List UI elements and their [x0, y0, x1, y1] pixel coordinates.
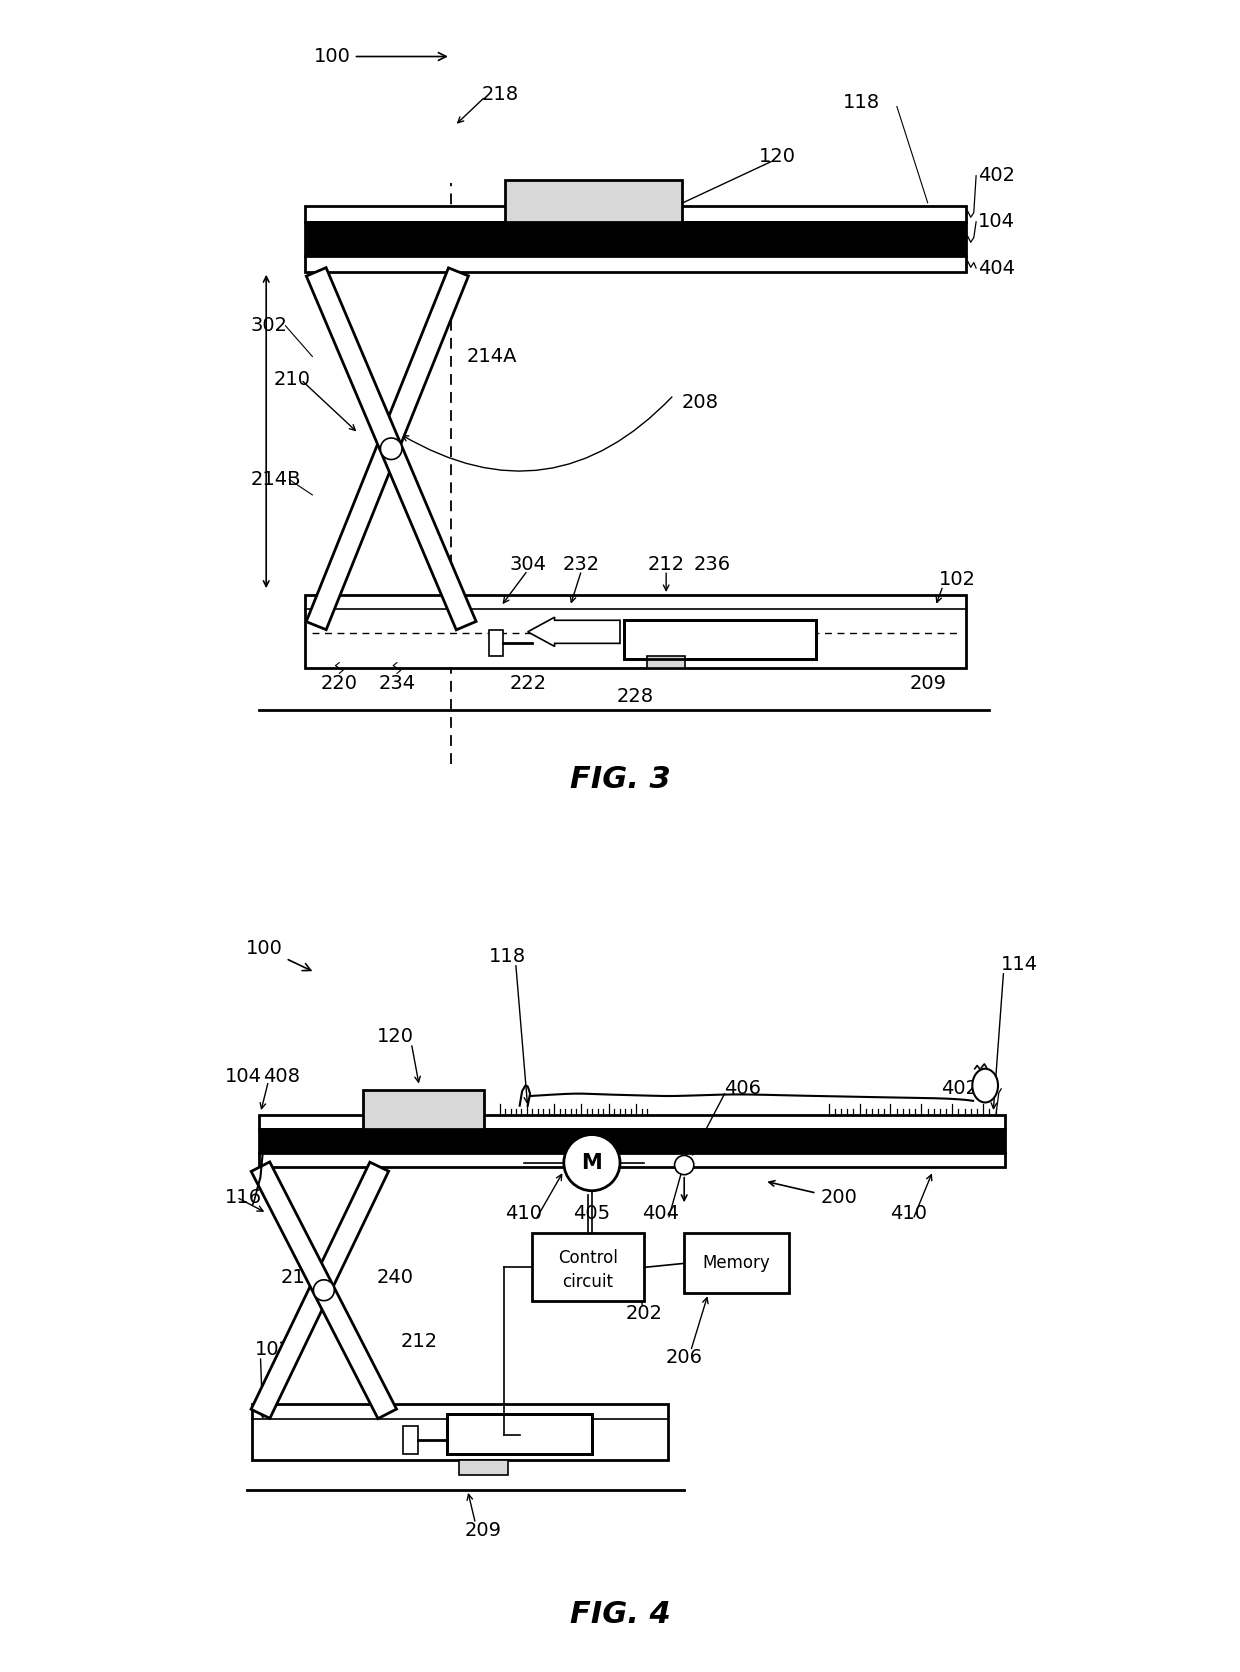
Bar — [259, 1129, 1006, 1154]
Text: 104: 104 — [226, 1067, 262, 1087]
Text: 234: 234 — [378, 674, 415, 692]
Text: 210: 210 — [274, 370, 311, 390]
Bar — [532, 1234, 644, 1301]
Circle shape — [564, 1135, 620, 1190]
Text: 406: 406 — [724, 1080, 761, 1099]
Text: 410: 410 — [505, 1204, 542, 1222]
Text: 214A: 214A — [466, 348, 517, 366]
Text: 212: 212 — [401, 1333, 438, 1351]
Bar — [305, 207, 966, 222]
Text: 209: 209 — [909, 674, 946, 692]
Text: 210: 210 — [280, 1267, 317, 1287]
Bar — [625, 622, 815, 657]
Text: Memory: Memory — [703, 1254, 770, 1272]
Text: 218: 218 — [481, 85, 518, 104]
Text: 236: 236 — [693, 555, 730, 573]
Bar — [448, 1415, 591, 1455]
Circle shape — [381, 438, 402, 460]
Bar — [363, 1090, 484, 1129]
Text: 220: 220 — [321, 674, 358, 692]
Bar — [305, 595, 966, 667]
Bar — [624, 620, 816, 659]
Bar — [460, 1460, 507, 1475]
Text: 240: 240 — [377, 1267, 414, 1287]
Text: 222: 222 — [510, 674, 547, 692]
Text: M: M — [582, 1152, 603, 1172]
Text: 404: 404 — [977, 259, 1014, 278]
Text: 100: 100 — [246, 940, 311, 971]
Polygon shape — [250, 1162, 388, 1418]
Text: 116: 116 — [226, 1187, 263, 1207]
Bar — [624, 620, 816, 659]
Text: 232: 232 — [563, 555, 600, 573]
Polygon shape — [306, 268, 476, 630]
Text: 100: 100 — [314, 47, 446, 65]
Text: 200: 200 — [821, 1187, 858, 1207]
Ellipse shape — [972, 1068, 998, 1102]
Text: 102: 102 — [255, 1341, 291, 1359]
Bar — [253, 1404, 668, 1460]
Bar — [259, 1154, 1006, 1167]
Bar — [305, 222, 966, 256]
Text: 206: 206 — [666, 1348, 703, 1368]
Bar — [448, 1415, 591, 1455]
Text: FIG. 4: FIG. 4 — [569, 1600, 671, 1629]
Text: 120: 120 — [759, 147, 795, 166]
Text: 304: 304 — [510, 555, 546, 573]
Text: circuit: circuit — [563, 1272, 614, 1291]
Text: 402: 402 — [941, 1080, 978, 1099]
Circle shape — [675, 1155, 694, 1175]
Text: 302: 302 — [250, 316, 288, 334]
Text: 402: 402 — [977, 166, 1014, 186]
Bar — [305, 256, 966, 273]
Text: 410: 410 — [890, 1204, 928, 1222]
Text: 104: 104 — [977, 212, 1014, 231]
Bar — [403, 1426, 418, 1455]
Bar — [259, 1115, 1006, 1129]
Text: 118: 118 — [489, 946, 526, 966]
Text: Control: Control — [558, 1249, 618, 1267]
Polygon shape — [252, 1162, 397, 1418]
Text: 212: 212 — [647, 555, 684, 573]
Text: 120: 120 — [377, 1027, 414, 1047]
Text: FIG. 3: FIG. 3 — [569, 766, 671, 794]
Text: 202: 202 — [625, 1304, 662, 1323]
FancyArrow shape — [528, 617, 620, 647]
Bar — [684, 1234, 789, 1294]
Bar — [647, 657, 686, 667]
Text: 405: 405 — [573, 1204, 610, 1222]
Text: 214B: 214B — [250, 470, 301, 488]
Bar — [490, 630, 503, 657]
Polygon shape — [306, 268, 469, 630]
Text: 118: 118 — [843, 94, 880, 112]
Circle shape — [314, 1279, 335, 1301]
Text: 102: 102 — [939, 570, 976, 589]
Text: 208: 208 — [682, 393, 718, 411]
Text: 408: 408 — [263, 1067, 300, 1087]
Bar — [448, 1415, 520, 1455]
Text: 228: 228 — [616, 687, 653, 706]
Bar — [505, 179, 682, 222]
Text: 209: 209 — [465, 1522, 502, 1540]
Text: 404: 404 — [641, 1204, 678, 1222]
Text: 114: 114 — [1001, 955, 1038, 973]
